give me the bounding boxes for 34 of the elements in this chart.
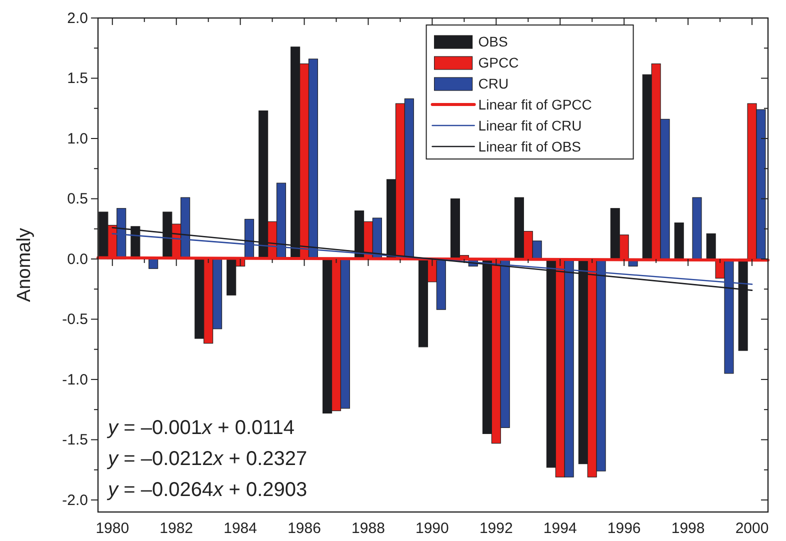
legend-label: CRU: [478, 76, 509, 92]
y-axis-title: Anomaly: [14, 228, 35, 302]
bar: [674, 222, 684, 260]
legend-label: Linear fit of OBS: [478, 138, 582, 154]
y-tick-label: 0.5: [67, 190, 88, 208]
bar: [692, 197, 702, 260]
y-tick-label: -1.5: [62, 432, 88, 449]
y-tick-label: 2.0: [67, 10, 88, 27]
legend-label: GPCC: [478, 54, 519, 70]
y-tick-label: 1.0: [67, 130, 88, 148]
y-tick-label: -2.0: [62, 492, 88, 509]
x-tick-label: 1988: [352, 520, 385, 537]
legend-label: OBS: [478, 34, 508, 50]
text: y = –0.001x + 0.0114: [108, 417, 295, 439]
x-tick-label: 1990: [416, 520, 449, 537]
x-tick-label: 1986: [288, 520, 321, 537]
x-tick-label: 1982: [160, 520, 194, 537]
x-tick-label: 1998: [671, 520, 705, 537]
y-tick-label: 1.5: [67, 70, 88, 88]
text: y = –0.0264x + 0.2903: [108, 479, 308, 501]
y-tick-label: -1.0: [62, 371, 88, 388]
legend-label: Linear fit of GPCC: [478, 96, 592, 112]
bar: [706, 233, 716, 260]
bar: [148, 258, 158, 269]
x-tick-label: 1994: [543, 520, 577, 537]
x-tick-label: 1984: [224, 520, 258, 537]
text: y = –0.0212x + 0.2327: [108, 448, 308, 470]
x-tick-label: 1992: [479, 520, 513, 537]
x-tick-label: 1996: [607, 520, 641, 537]
y-tick-label: -0.5: [62, 311, 88, 328]
x-tick-label: 1980: [96, 520, 130, 537]
x-tick-label: 2000: [735, 520, 769, 537]
legend-label: Linear fit of CRU: [478, 118, 582, 134]
y-tick-label: 0.0: [67, 250, 88, 268]
